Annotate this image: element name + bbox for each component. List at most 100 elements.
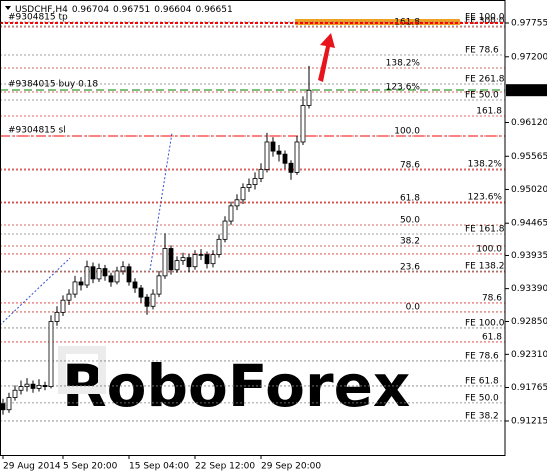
candle-body [36, 384, 42, 389]
fibo-label: 23.6 [400, 262, 420, 272]
open-price: 0.96704 [72, 5, 109, 15]
candle-body [192, 254, 198, 268]
header: USDCHF,H4 0.96704 0.96751 0.96604 0.96651 [5, 5, 233, 15]
fibo-label: 0.0 [406, 302, 421, 312]
fibo-label: 100.0 [394, 127, 420, 137]
y-tick-label: 0.93935 [511, 251, 547, 261]
price-label: 0.96651 [510, 86, 547, 96]
candle-body [300, 105, 306, 143]
candle-body [180, 257, 186, 262]
low-price: 0.96604 [154, 5, 191, 15]
candle-body [222, 220, 228, 240]
fibo-label: FE 300.0 [465, 16, 505, 26]
x-tick-label: 15 Sep 04:00 [129, 462, 189, 472]
candle-body [288, 162, 294, 173]
fibo-label: 100.0 [476, 244, 502, 254]
candle-body [174, 260, 180, 271]
trend-line [149, 132, 173, 271]
y-tick-label: 0.95020 [511, 185, 547, 195]
candle-body [228, 205, 234, 222]
fibo-label: FE 38.2 [465, 411, 499, 421]
candle-body [216, 238, 222, 255]
fibo-label: 61.8 [482, 332, 502, 342]
symbol: USDCHF,H4 [15, 5, 68, 15]
candle-body [294, 141, 300, 173]
plot-layer: 161.8 138.2% 123.6% 100.0 78.6 61.8 50.0 38.2 23… [0, 13, 505, 421]
candle-body [252, 178, 258, 185]
candle-body [90, 266, 96, 280]
fibo-label: FE 78.6 [465, 46, 499, 56]
y-tick-label: 0.95565 [511, 152, 547, 162]
candle-body [276, 150, 282, 155]
candle-body [0, 403, 6, 411]
high-price: 0.96751 [113, 5, 150, 15]
fibo-label: 123.6% [386, 83, 421, 93]
candle-body [258, 168, 264, 179]
candle-body [144, 296, 150, 307]
plot-frame [0, 0, 506, 456]
candle-body [240, 187, 246, 201]
candle-body [270, 141, 276, 152]
order-label: #9304815 sl [8, 126, 66, 136]
close-price: 0.96651 [195, 5, 232, 15]
candle-body [78, 281, 84, 286]
candle-body [120, 266, 126, 272]
fibo-label: 123.6% [468, 192, 503, 202]
x-tick-label: 22 Sep 12:00 [195, 462, 255, 472]
fibo-label: 50.0 [400, 215, 420, 225]
fibo-label: FE 100.0 [465, 13, 505, 23]
fibo-label: FE 261.8 [465, 74, 505, 84]
price-box [506, 84, 547, 97]
candle-body [48, 321, 54, 388]
candle-body [126, 266, 132, 283]
fibo-label: 161.8 [476, 106, 502, 116]
watermark-logo [58, 346, 106, 394]
fibo-label: 78.6 [400, 160, 420, 170]
candle-body [150, 293, 156, 307]
candle-body [84, 266, 90, 286]
fibo-label: FE 78.6 [465, 351, 499, 361]
order-label: #9304815 tp [8, 13, 68, 23]
candle-body [60, 299, 66, 313]
fibo-label: 138.2% [468, 159, 503, 169]
candle-body [264, 141, 270, 170]
candle-body [282, 153, 288, 164]
arrow [318, 33, 335, 82]
candle-body [30, 383, 36, 389]
y-tick-label: 0.91215 [511, 416, 547, 426]
y-tick-label: 0.96120 [511, 118, 547, 128]
candle-body [162, 248, 168, 277]
candle-body [66, 293, 72, 301]
fibo-label: 38.2 [400, 236, 420, 246]
candle-body [96, 268, 102, 280]
x-tick-label: 29 Aug 2014 [3, 462, 61, 472]
candle-body [102, 268, 108, 277]
order-label: #9384015 buy 0.18 [8, 80, 98, 90]
fibo-label: FE 138.2 [465, 261, 505, 271]
y-tick-label: 0.91765 [511, 383, 547, 393]
header-icon [5, 6, 11, 10]
fibo-label: 78.6 [482, 293, 502, 303]
y-tick-label: 0.92850 [511, 317, 547, 327]
header-text: USDCHF,H4 0.96704 0.96751 0.96604 0.96651 [15, 5, 233, 15]
candle-body [186, 257, 192, 268]
candle-body [198, 254, 204, 256]
x-tick-label: 29 Sep 20:00 [261, 462, 321, 472]
candle-body [42, 384, 48, 388]
candle-body [204, 254, 210, 265]
fibo-label: FE 100.0 [465, 318, 505, 328]
x-tick-label: 5 Sep 20:00 [63, 462, 118, 472]
candle-body [138, 287, 144, 298]
fibo-label: FE 50.0 [465, 393, 499, 403]
y-tick-label: 0.92310 [511, 350, 547, 360]
trend-line [0, 257, 71, 326]
candle-body [210, 254, 216, 265]
y-tick-label: 0.97200 [511, 52, 547, 62]
y-tick-label: 0.93390 [511, 284, 547, 294]
candle-body [234, 199, 240, 207]
candle-body [132, 281, 138, 289]
candle-body [114, 270, 120, 283]
fibo-label: FE 161.8 [465, 224, 505, 234]
fibo-label: 61.8 [400, 193, 420, 203]
